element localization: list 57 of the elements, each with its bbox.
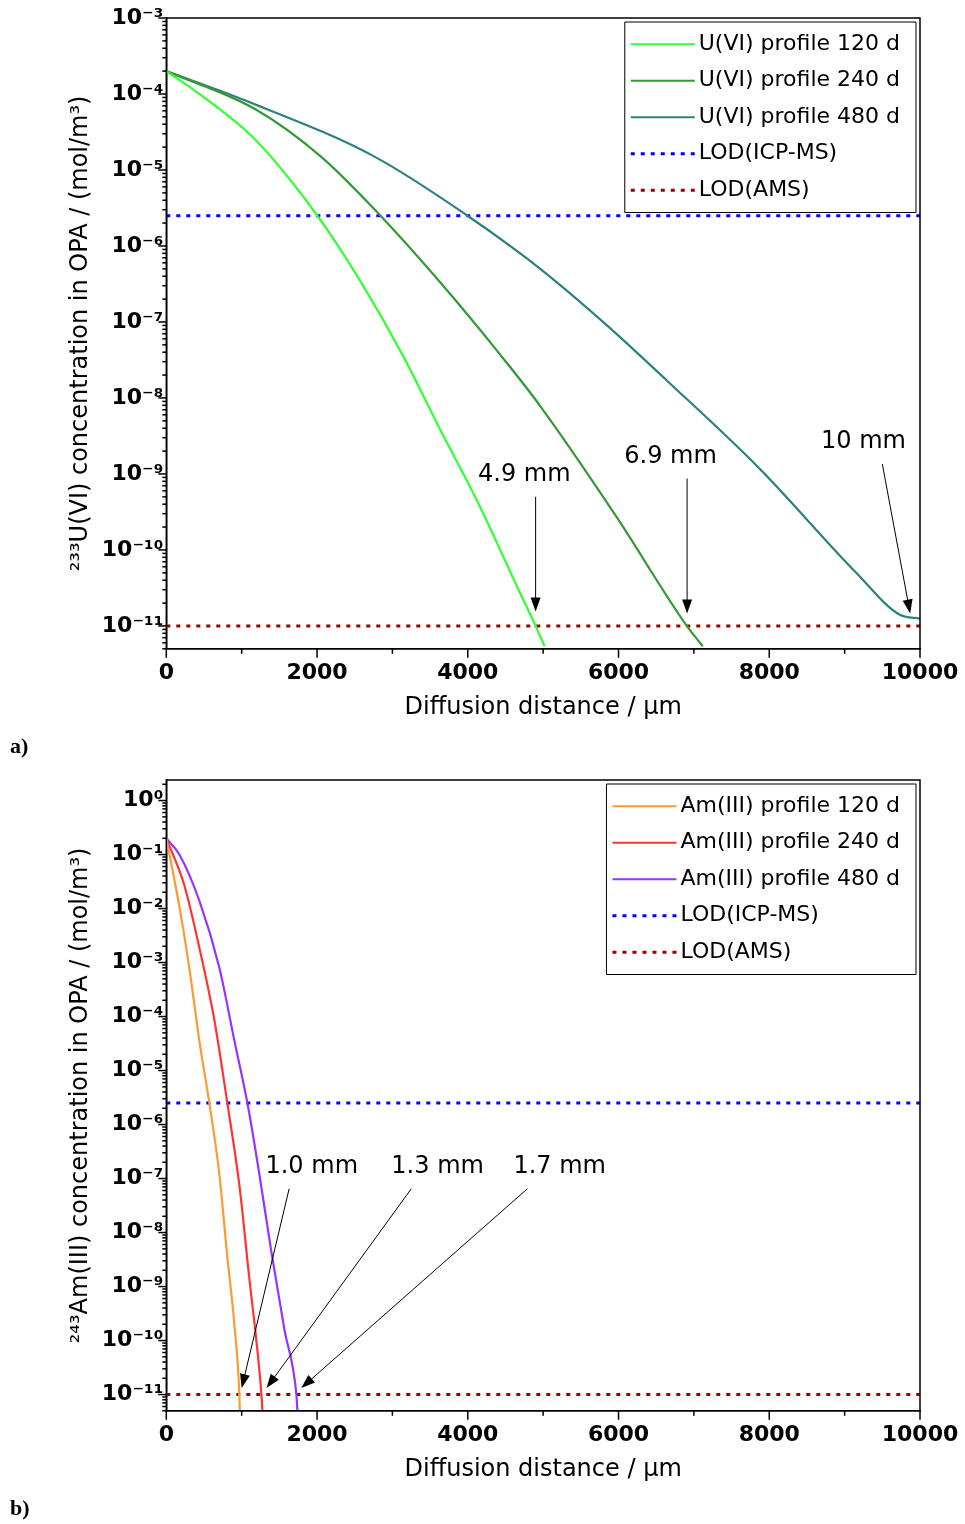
y-tick-label: 10⁻¹⁰ [101, 535, 164, 561]
legend-label: LOD(AMS) [698, 175, 810, 201]
y-tick-label: 10⁻⁶ [111, 1110, 164, 1136]
x-tick-label: 4000 [437, 658, 499, 684]
annotation: 10 mm [821, 426, 906, 455]
y-tick-label: 10⁻⁹ [111, 1272, 164, 1298]
y-tick-label: 10⁻⁴ [111, 1002, 164, 1028]
x-axis-title: Diffusion distance / µm [404, 1453, 682, 1482]
legend-label: Am(III) profile 480 d [680, 864, 901, 890]
x-tick-label: 6000 [587, 658, 650, 684]
y-tick-label: 10⁻⁸ [111, 383, 164, 409]
y-tick-label: 10⁻⁷ [111, 307, 164, 333]
y-tick-label: 10⁻³ [111, 948, 164, 974]
y-tick-label: 10⁻⁸ [111, 1218, 164, 1244]
legend-label: LOD(ICP-MS) [698, 139, 838, 165]
y-axis-title: ²³³U(VI) concentration in OPA / (mol/m³) [64, 95, 93, 572]
y-tick-label: 10⁻¹¹ [101, 1380, 164, 1406]
annotation: 1.0 mm [265, 1150, 359, 1179]
y-tick-label: 10⁻⁶ [111, 231, 164, 257]
legend-label: U(VI) profile 480 d [698, 102, 900, 128]
y-tick-label: 10⁻⁷ [111, 1164, 164, 1190]
x-tick-label: 10000 [881, 658, 959, 684]
x-tick-label: 8000 [738, 1420, 800, 1446]
y-tick-label: 10⁻¹¹ [101, 611, 164, 637]
x-tick-label: 2000 [286, 658, 348, 684]
legend-label: Am(III) profile 120 d [680, 791, 901, 817]
y-tick-label: 10⁻² [111, 894, 164, 920]
annotation: 1.3 mm [391, 1150, 484, 1179]
annotation: 1.7 mm [513, 1150, 607, 1179]
y-tick-label: 10⁻⁵ [111, 1056, 164, 1082]
y-tick-label: 10⁻⁴ [111, 79, 164, 105]
line-series [166, 837, 264, 1411]
y-tick-label: 10⁻¹ [111, 840, 164, 866]
legend-label: U(VI) profile 240 d [698, 66, 900, 92]
x-tick-label: 0 [158, 658, 174, 684]
annotation: 6.9 mm [624, 440, 717, 469]
y-tick-label: 10⁻¹⁰ [101, 1326, 164, 1352]
text: b) [10, 1494, 30, 1520]
legend-label: LOD(ICP-MS) [680, 901, 819, 927]
x-tick-label: 10000 [881, 1420, 959, 1446]
x-tick-label: 6000 [587, 1420, 650, 1446]
y-tick-label: 10⁻⁵ [111, 155, 164, 181]
x-axis-title: Diffusion distance / µm [404, 691, 682, 720]
y-axis-title: ²⁴³Am(III) concentration in OPA / (mol/m³) [64, 847, 93, 1344]
legend-label: LOD(AMS) [680, 937, 792, 963]
legend-label: U(VI) profile 120 d [698, 29, 900, 55]
text: a) [10, 732, 29, 758]
x-tick-label: 0 [158, 1420, 174, 1446]
y-tick-label: 10⁻⁹ [111, 459, 164, 485]
line-series [166, 837, 241, 1411]
annotation: 4.9 mm [478, 458, 571, 487]
y-tick-label: 10⁻³ [111, 3, 164, 29]
y-tick-label: 10⁰ [123, 786, 164, 812]
x-tick-label: 4000 [437, 1420, 499, 1446]
x-tick-label: 8000 [738, 658, 800, 684]
x-tick-label: 2000 [286, 1420, 348, 1446]
legend-label: Am(III) profile 240 d [680, 828, 901, 854]
